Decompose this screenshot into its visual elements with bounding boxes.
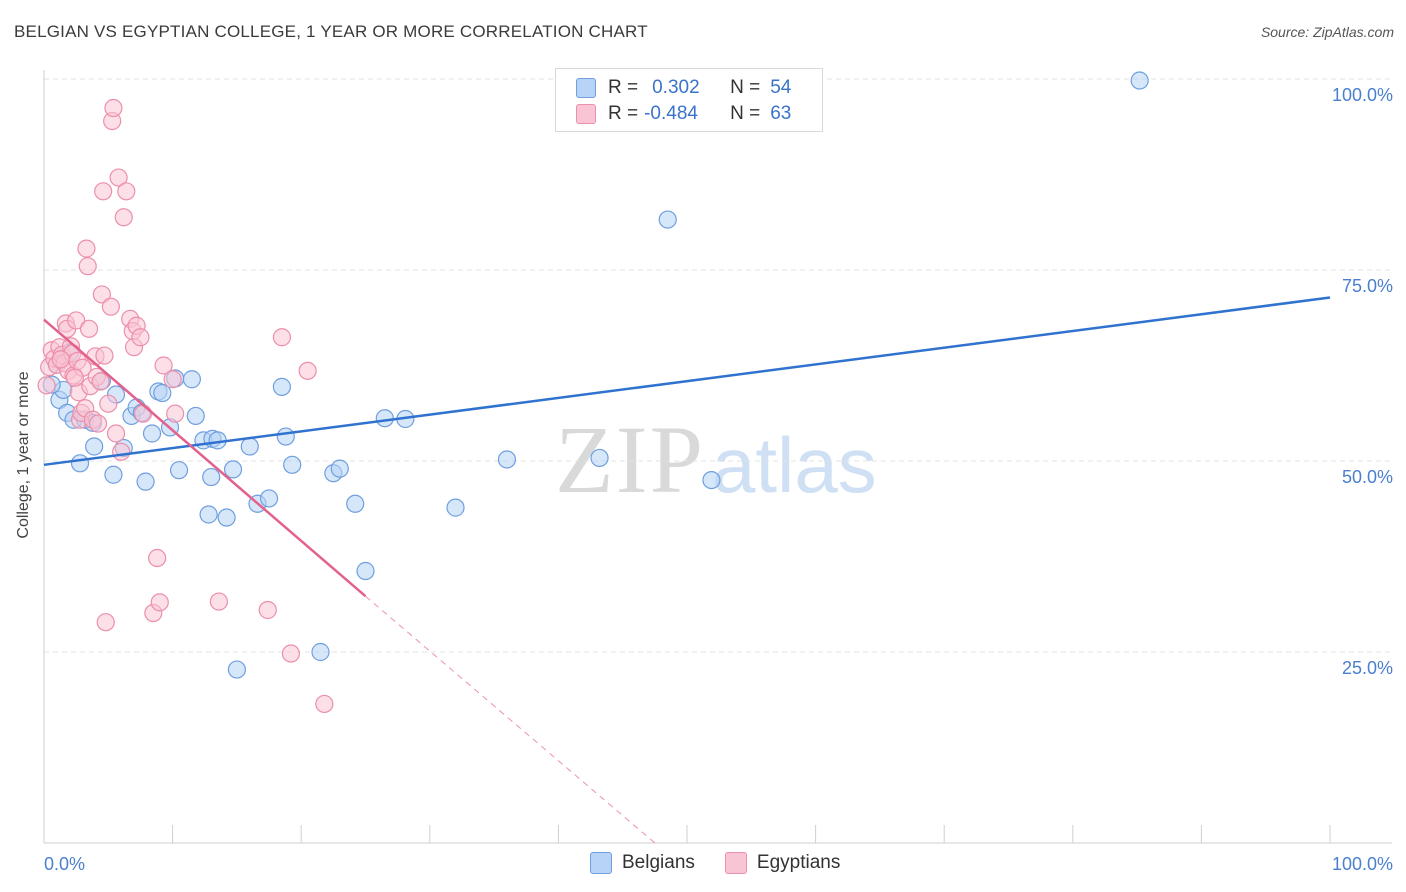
egyptian-point: [96, 613, 115, 632]
belgian-point: [199, 505, 218, 524]
x-tick-label: 100.0%: [1332, 854, 1393, 874]
egyptian-point: [79, 319, 99, 338]
n-value: 63: [770, 103, 792, 124]
n-key: N =: [730, 103, 761, 124]
egyptian-point: [65, 368, 84, 387]
egyptian-point: [133, 404, 153, 423]
belgian-point: [85, 437, 104, 456]
egyptians-trend-line: [43, 318, 367, 598]
belgian-point: [240, 437, 259, 456]
belgian-point: [346, 494, 365, 513]
belgian-point: [283, 455, 302, 474]
source-credit: Source: ZipAtlas.com: [1260, 24, 1394, 40]
belgian-point: [356, 561, 375, 581]
belgian-point: [217, 508, 236, 527]
egyptian-point: [163, 370, 182, 389]
egyptians-swatch: [576, 104, 596, 124]
belgian-point: [182, 370, 201, 389]
egyptians-trend-extension: [365, 595, 656, 844]
belgians-swatch: [576, 78, 596, 98]
egyptian-point: [106, 424, 126, 443]
egyptian-point: [117, 182, 136, 201]
belgian-point: [104, 465, 123, 484]
egyptian-point: [51, 350, 70, 369]
belgian-point: [497, 450, 517, 469]
r-key: R =: [608, 103, 639, 124]
belgian-point: [153, 383, 172, 403]
egyptian-point: [91, 372, 110, 391]
belgian-point: [169, 461, 189, 480]
egyptian-point: [298, 361, 317, 380]
watermark-zip: ZIP: [555, 406, 705, 513]
egyptian-point: [92, 285, 111, 304]
egyptian-point: [77, 239, 96, 258]
egyptian-point: [99, 394, 118, 413]
egyptian-point: [114, 208, 133, 227]
legend-item-belgians: Belgians: [590, 852, 695, 874]
belgians-legend-swatch: [590, 852, 612, 874]
egyptian-point: [154, 356, 173, 375]
egyptian-point: [109, 168, 128, 187]
belgian-point: [311, 642, 330, 662]
egyptian-point: [112, 442, 131, 461]
belgian-point: [276, 427, 295, 446]
series-legend: Belgians Egyptians: [590, 852, 870, 874]
belgian-point: [272, 377, 292, 396]
egyptian-point: [315, 694, 334, 714]
belgians-legend-label: Belgians: [622, 852, 695, 873]
egyptian-point: [67, 311, 86, 330]
egyptian-point: [281, 644, 301, 663]
belgian-point: [1130, 71, 1149, 90]
egyptian-point: [150, 593, 169, 612]
y-tick-label: 50.0%: [1342, 467, 1393, 487]
belgian-point: [590, 448, 609, 468]
egyptian-point: [209, 592, 228, 611]
y-tick-label: 100.0%: [1332, 85, 1393, 105]
belgian-point: [142, 424, 162, 443]
egyptian-point: [166, 404, 185, 423]
egyptian-point: [131, 328, 150, 347]
egyptian-point: [95, 346, 114, 365]
r-key: R =: [608, 77, 639, 98]
legend-row-belgians: R = 0.302 N = 54: [576, 77, 791, 99]
egyptian-point: [148, 548, 167, 568]
belgian-point: [658, 210, 677, 229]
egyptians-legend-swatch: [724, 852, 747, 874]
belgian-point: [227, 660, 246, 679]
egyptians-legend-label: Egyptians: [756, 852, 841, 873]
y-tick-label: 25.0%: [1342, 658, 1393, 678]
n-key: N =: [730, 77, 761, 98]
chart-title: BELGIAN VS EGYPTIAN COLLEGE, 1 YEAR OR M…: [14, 22, 648, 41]
egyptian-point: [37, 376, 56, 395]
belgian-point: [223, 460, 243, 479]
belgian-point: [330, 459, 349, 478]
egyptian-point: [104, 98, 123, 118]
belgian-point: [446, 498, 465, 517]
legend-item-egyptians: Egyptians: [724, 852, 841, 874]
belgian-point: [202, 467, 221, 487]
egyptian-point: [101, 297, 120, 316]
n-value: 54: [770, 77, 792, 98]
y-tick-label: 75.0%: [1342, 276, 1393, 296]
belgians-trend-line: [43, 296, 1331, 467]
belgian-point: [259, 489, 279, 508]
stats-legend: R = 0.302 N = 54 R = -0.484 N = 63: [555, 68, 823, 132]
x-tick-label: 0.0%: [44, 854, 85, 874]
watermark-atlas: atlas: [712, 421, 877, 509]
r-value: 0.302: [652, 77, 700, 98]
r-value: -0.484: [644, 103, 698, 124]
egyptian-point: [258, 600, 277, 620]
belgian-point: [702, 471, 721, 490]
legend-row-egyptians: R = -0.484 N = 63: [576, 103, 791, 125]
egyptian-point: [78, 257, 97, 276]
belgian-point: [375, 409, 394, 428]
belgian-point: [136, 472, 155, 491]
egyptian-point: [88, 414, 108, 433]
belgian-point: [186, 406, 205, 426]
egyptian-point: [272, 328, 292, 347]
egyptian-point: [94, 182, 113, 201]
belgian-point: [70, 454, 90, 473]
